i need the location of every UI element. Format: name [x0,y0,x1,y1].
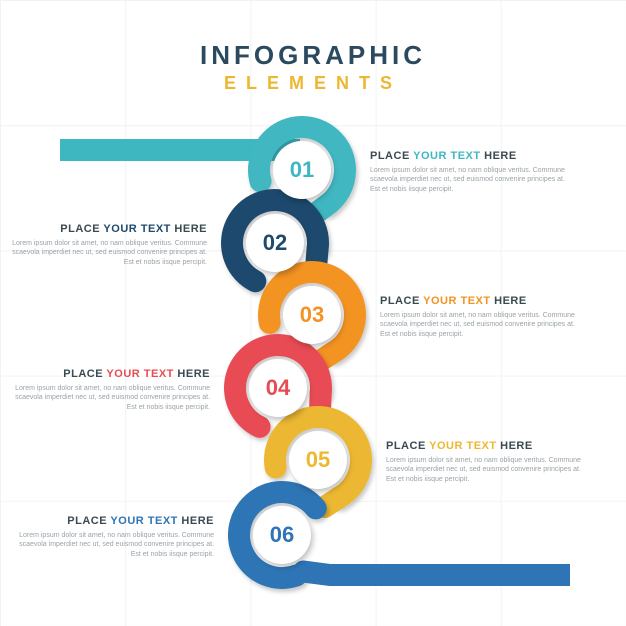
step-heading: PLACE YOUR TEXT HERE [7,223,207,235]
step-body: Lorem ipsum dolor sit amet, no nam obliq… [10,384,210,412]
step-text-05: PLACE YOUR TEXT HERE Lorem ipsum dolor si… [386,440,586,484]
step-body: Lorem ipsum dolor sit amet, no nam obliq… [380,311,580,339]
infographic-stage: 01 PLACE YOUR TEXT HERE Lorem ipsum dolor … [0,0,626,626]
step-text-01: PLACE YOUR TEXT HERE Lorem ipsum dolor si… [370,150,570,194]
step-node-04: 04 [249,359,307,417]
step-heading: PLACE YOUR TEXT HERE [10,368,210,380]
step-text-04: PLACE YOUR TEXT HERE Lorem ipsum dolor si… [10,368,210,412]
step-node-06: 06 [253,506,311,564]
step-node-03: 03 [283,286,341,344]
step-heading: PLACE YOUR TEXT HERE [380,295,580,307]
step-node-05: 05 [289,431,347,489]
step-body: Lorem ipsum dolor sit amet, no nam obliq… [370,166,570,194]
step-text-06: PLACE YOUR TEXT HERE Lorem ipsum dolor si… [14,515,214,559]
step-text-02: PLACE YOUR TEXT HERE Lorem ipsum dolor si… [7,223,207,267]
step-text-03: PLACE YOUR TEXT HERE Lorem ipsum dolor si… [380,295,580,339]
step-body: Lorem ipsum dolor sit amet, no nam obliq… [7,239,207,267]
step-heading: PLACE YOUR TEXT HERE [386,440,586,452]
step-node-01: 01 [273,141,331,199]
step-heading: PLACE YOUR TEXT HERE [370,150,570,162]
step-node-02: 02 [246,214,304,272]
step-body: Lorem ipsum dolor sit amet, no nam obliq… [386,456,586,484]
step-body: Lorem ipsum dolor sit amet, no nam obliq… [14,531,214,559]
step-heading: PLACE YOUR TEXT HERE [14,515,214,527]
